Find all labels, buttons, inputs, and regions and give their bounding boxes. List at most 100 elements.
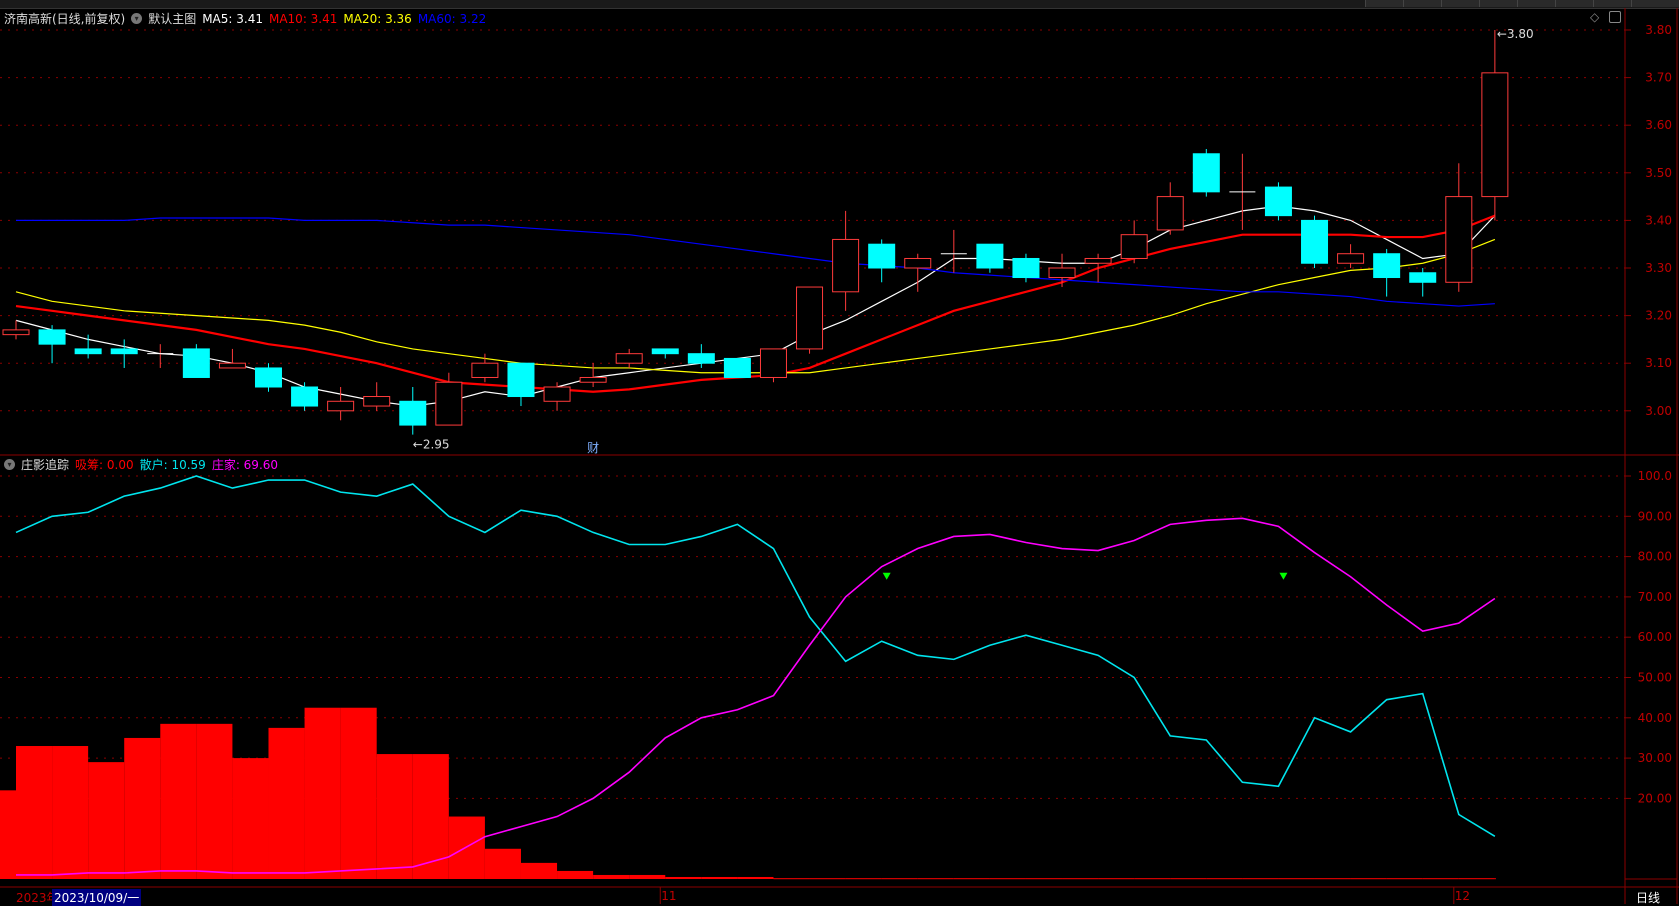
candle xyxy=(723,357,751,378)
candle xyxy=(976,243,1004,273)
accumulate-bar xyxy=(304,707,341,879)
candle-body xyxy=(363,396,391,407)
candle-body xyxy=(1048,267,1076,279)
candle xyxy=(399,387,427,435)
candle xyxy=(471,353,499,383)
chevron-down-icon[interactable]: ▾ xyxy=(4,459,15,470)
ma-line-ma10 xyxy=(15,214,1496,393)
price-tick-label: 3.00 xyxy=(1645,404,1672,418)
main-chart-selector[interactable]: 默认主图 xyxy=(148,12,197,26)
indicator-tick-label: 60.00 xyxy=(1638,630,1672,644)
accumulate-bar xyxy=(845,878,882,880)
candle xyxy=(327,387,355,421)
candle xyxy=(579,363,607,387)
indicator-tick-label: 20.00 xyxy=(1638,791,1672,805)
candle-body xyxy=(1445,196,1473,283)
price-tick-label: 3.30 xyxy=(1645,261,1672,275)
candle-body xyxy=(471,362,499,378)
candle-body xyxy=(1012,257,1040,279)
accumulate-bar xyxy=(268,727,305,879)
candle-body xyxy=(1084,257,1112,264)
candle xyxy=(507,362,535,407)
indicator-name[interactable]: 庄影追踪 xyxy=(21,458,70,472)
ma60-label: MA60: 3.22 xyxy=(417,11,487,26)
chevron-down-icon[interactable]: ▾ xyxy=(131,13,143,24)
candle-body xyxy=(904,257,932,269)
candle xyxy=(110,339,138,368)
candle xyxy=(904,253,932,292)
toolbar-button[interactable] xyxy=(1403,0,1442,7)
candle xyxy=(543,382,571,411)
candle xyxy=(1445,163,1473,292)
candle-body xyxy=(687,353,715,364)
banker-value: 庄家: 69.60 xyxy=(211,458,279,472)
candle xyxy=(1084,253,1112,283)
stock-title: 济南高新(日线,前复权) xyxy=(4,12,126,26)
toolbar-button[interactable] xyxy=(1517,0,1556,7)
diamond-icon[interactable]: ◇ xyxy=(1590,10,1600,24)
accumulate-bar xyxy=(917,878,954,880)
finance-event-marker: 财 xyxy=(587,441,599,455)
candle xyxy=(1409,268,1437,297)
candle xyxy=(74,334,102,359)
candle-body xyxy=(543,386,571,402)
accumulate-bar xyxy=(1458,878,1495,880)
toolbar-button[interactable] xyxy=(1441,0,1480,7)
candle xyxy=(218,348,246,369)
price-legend: 济南高新(日线,前复权) ▾ 默认主图 MA5: 3.41 MA10: 3.41… xyxy=(4,10,486,27)
indicator-tick-label: 100.0 xyxy=(1638,469,1672,483)
accumulate-bar xyxy=(1242,878,1279,880)
candle xyxy=(1048,253,1076,288)
indicator-tick-label: 90.00 xyxy=(1638,509,1672,523)
ma10-label: MA10: 3.41 xyxy=(268,11,338,26)
candle-body xyxy=(1120,234,1148,259)
accumulate-bar xyxy=(1386,878,1423,880)
candle xyxy=(1264,182,1292,221)
period-selector[interactable]: 日线 xyxy=(1636,891,1661,905)
accumulate-bar xyxy=(0,790,16,879)
accumulate-bar xyxy=(773,878,810,880)
price-tick-label: 3.60 xyxy=(1645,118,1672,132)
toolbar-button[interactable] xyxy=(1631,0,1679,7)
accumulate-bar xyxy=(1170,878,1207,880)
accumulate-bar xyxy=(593,874,630,879)
candle xyxy=(1301,215,1329,268)
accumulate-bar xyxy=(629,874,666,879)
candle-body xyxy=(868,243,896,269)
candle-body xyxy=(507,362,535,398)
candle-body xyxy=(1373,253,1401,279)
indicator-tick-label: 30.00 xyxy=(1638,751,1672,765)
price-tick-label: 3.70 xyxy=(1645,71,1672,85)
candle-body xyxy=(759,348,787,378)
ma-line-ma20 xyxy=(15,238,1496,374)
accumulate-bar xyxy=(88,762,125,879)
candle xyxy=(1120,220,1148,264)
accumulate-bar xyxy=(196,723,233,879)
accumulate-bar xyxy=(1422,878,1459,880)
accumulate-bar xyxy=(557,870,594,879)
toolbar-button[interactable] xyxy=(1479,0,1518,7)
accumulate-bar xyxy=(989,878,1026,880)
accumulate-bar xyxy=(1494,878,1496,880)
candle-body xyxy=(796,286,824,350)
toolbar-button[interactable] xyxy=(1555,0,1594,7)
panel-toggle-icon[interactable] xyxy=(1609,11,1621,23)
accumulate-bar xyxy=(1206,878,1243,880)
candle-body xyxy=(399,400,427,426)
price-tick-label: 3.40 xyxy=(1645,213,1672,227)
candle xyxy=(435,372,463,426)
accumulate-bar xyxy=(953,878,990,880)
month-label: 11 xyxy=(661,889,677,903)
toolbar-button[interactable] xyxy=(1593,0,1632,7)
candle xyxy=(1156,182,1184,235)
candle xyxy=(868,239,896,283)
accumulate-bar xyxy=(376,754,413,879)
price-tick-label: 3.20 xyxy=(1645,309,1672,323)
toolbar-button[interactable] xyxy=(1365,0,1404,7)
price-tick-label: 3.10 xyxy=(1645,356,1672,370)
accumulate-bar xyxy=(412,754,449,879)
candle-body xyxy=(651,348,679,355)
accumulate-bar xyxy=(232,758,269,879)
candle xyxy=(651,348,679,359)
